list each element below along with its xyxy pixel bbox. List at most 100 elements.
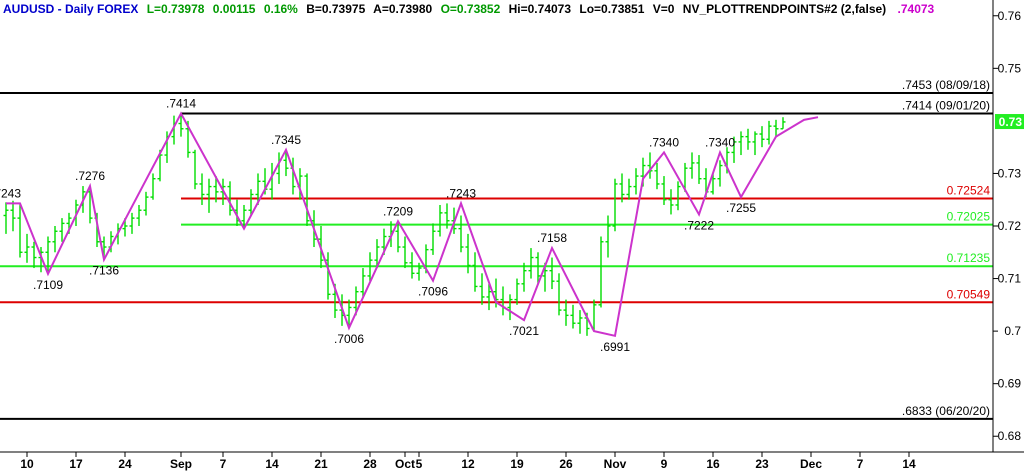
x-tick-label: 23: [755, 457, 769, 471]
x-tick-label: 16: [706, 457, 720, 471]
x-tick-label: 28: [363, 457, 377, 471]
y-tick-label: 0.76: [998, 9, 1022, 23]
price-bar: [514, 278, 520, 305]
price-bar: [549, 257, 555, 290]
price-bar: [619, 173, 625, 203]
header-last: L=0.73978: [147, 2, 205, 16]
price-bar: [605, 215, 611, 258]
price-bar: [773, 119, 779, 137]
y-tick-label: 0.7: [1004, 324, 1021, 338]
x-tick-label: 21: [314, 457, 328, 471]
x-tick-label: 9: [661, 457, 668, 471]
x-tick-label: 17: [69, 457, 83, 471]
price-bar: [143, 191, 149, 216]
horizontal-line-labels: .7453 (08/09/18) .7414 (09/01/20) 0.72524 0…: [902, 78, 990, 418]
price-bar: [31, 241, 37, 269]
price-bar: [507, 294, 513, 321]
trend-point-label: .7243: [0, 186, 21, 200]
price-bar: [367, 252, 373, 282]
chart-header: AUDUSD - Daily FOREX L=0.73978 0.00115 0…: [3, 2, 935, 16]
price-bar: [738, 131, 744, 156]
price-bar: [374, 239, 380, 269]
price-bar: [766, 120, 772, 145]
x-tick-label: 26: [559, 457, 573, 471]
hline-label-5: 0.70549: [947, 287, 991, 301]
x-tick-label: 5: [416, 457, 423, 471]
price-bar: [59, 218, 65, 242]
price-bar: [52, 226, 58, 253]
header-change: 0.00115: [213, 2, 256, 16]
price-bar: [556, 273, 562, 316]
price-bar: [409, 252, 415, 279]
price-bar: [458, 215, 464, 253]
price-bar: [17, 203, 23, 258]
price-bar: [563, 299, 569, 326]
x-tick-label: Nov: [604, 457, 627, 471]
price-bar: [465, 233, 471, 274]
trend-point-label: .7276: [75, 169, 105, 183]
y-axis-ticks: 0.76 0.75 0.73 0.72 0.71 0.7 0.69 0.68: [993, 9, 1021, 443]
y-tick-label: 0.72: [998, 219, 1022, 233]
price-bar: [241, 204, 247, 229]
price-bar: [675, 181, 681, 211]
price-bar: [521, 262, 527, 292]
header-low: Lo=0.73851: [579, 2, 644, 16]
price-bar: [437, 204, 443, 237]
header-high: Hi=0.74073: [509, 2, 572, 16]
header-open: O=0.73852: [441, 2, 501, 16]
price-bar: [346, 299, 352, 328]
trend-line: [6, 111, 819, 338]
trend-line-layer: [6, 111, 819, 338]
price-bar: [402, 236, 408, 269]
price-bar: [45, 236, 51, 274]
last-price-badge-label: 0.73: [999, 115, 1023, 129]
price-bar: [248, 189, 254, 216]
price-bar: [486, 283, 492, 311]
hline-label-2: 0.72524: [947, 183, 991, 197]
last-price-badge-box: [995, 114, 1024, 130]
trend-point-label: .7340: [649, 135, 679, 149]
price-bar: [283, 149, 289, 177]
x-tick-label: Oct: [395, 457, 415, 471]
trend-point-label: .7414: [166, 97, 196, 111]
price-bar: [654, 162, 660, 190]
price-bar: [24, 233, 30, 263]
x-tick-label: 14: [902, 457, 916, 471]
price-bar: [199, 173, 205, 205]
price-bar: [304, 173, 310, 226]
price-bar: [136, 204, 142, 226]
price-bar: [227, 181, 233, 216]
x-tick-label: 10: [20, 457, 34, 471]
price-bar: [150, 173, 156, 200]
trend-point-label: .7096: [418, 285, 448, 299]
x-tick-label: Sep: [170, 457, 192, 471]
trend-point-label: .7021: [509, 324, 539, 338]
hline-label-0: .7453 (08/09/18): [902, 78, 990, 92]
price-bar: [416, 262, 422, 281]
trend-point-label: .7158: [537, 231, 567, 245]
y-tick-label: 0.69: [998, 377, 1022, 391]
y-tick-label: 0.68: [998, 429, 1022, 443]
price-bar: [10, 200, 16, 232]
price-bar: [745, 128, 751, 150]
trend-point-label: .7136: [89, 264, 119, 278]
price-bar: [570, 304, 576, 329]
price-bars: [3, 113, 786, 336]
x-tick-label: 7: [220, 457, 227, 471]
trend-point-label: .7255: [726, 201, 756, 215]
price-bar: [752, 131, 758, 156]
hline-label-4: 0.71235: [947, 251, 991, 265]
price-bar: [3, 202, 9, 234]
header-symbol: AUDUSD - Daily FOREX: [3, 2, 138, 16]
price-bar: [696, 155, 702, 184]
price-bar: [430, 223, 436, 255]
header-indicator: NV_PLOTTRENDPOINTS#2 (2,false): [683, 2, 886, 16]
price-bar: [668, 189, 674, 215]
x-tick-label: Dec: [800, 457, 822, 471]
price-bar: [759, 126, 765, 148]
trend-point-labels: .7243 .7109 .7276 .7136 .7414 .7345 .7006 .7209…: [0, 97, 756, 354]
trend-point-label: .7006: [334, 332, 364, 346]
hline-label-3: 0.72025: [947, 210, 991, 224]
trend-point-label: .6991: [600, 340, 630, 354]
